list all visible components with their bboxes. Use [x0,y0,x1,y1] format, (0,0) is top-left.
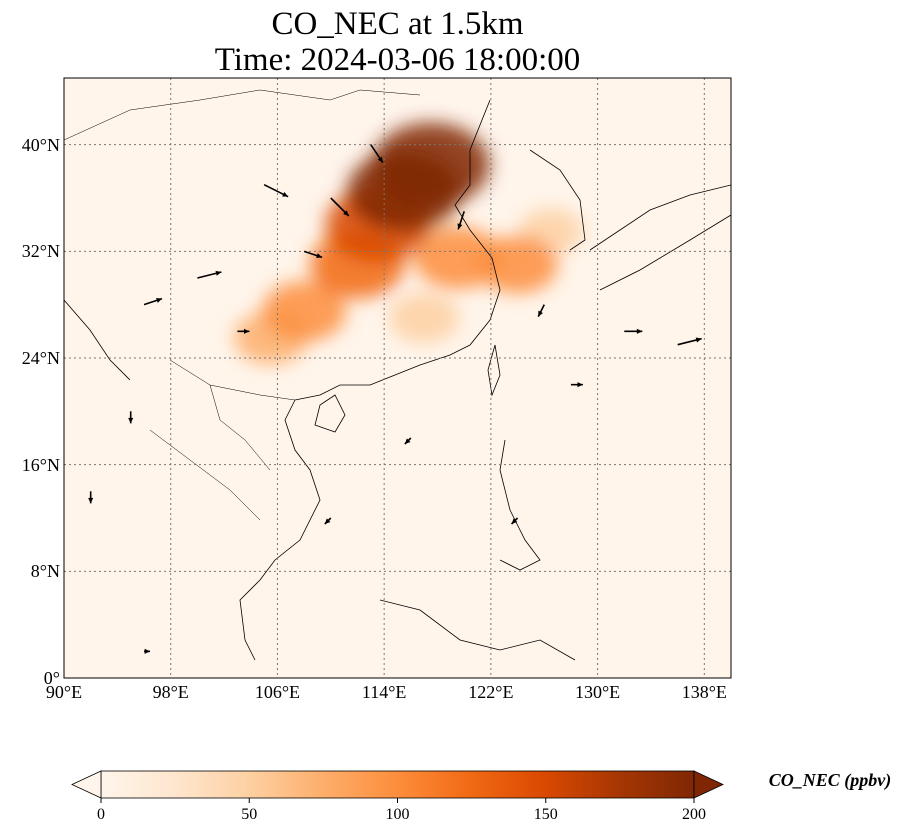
wind-arrow [263,183,289,198]
colorbar-tick-label: 200 [682,806,706,823]
lat-tick-label: 16°N [21,454,60,475]
colorbar-tick-label: 50 [241,806,258,823]
wind-arrow [370,144,384,164]
lat-tick-label: 32°N [21,241,60,262]
wind-vectors [88,144,702,654]
wind-arrow [510,517,519,525]
wind-arrow [537,304,545,318]
wind-arrow [128,411,134,424]
colorbar-tick-label: 150 [533,806,558,823]
lat-tick-label: 40°N [21,134,60,155]
wind-arrow [404,437,412,445]
map-title-line1: CO_NEC at 1.5km [271,6,524,42]
plume-blob [388,292,460,344]
colorbar-body [100,770,695,799]
wind-arrow [237,328,250,334]
colorbar-extend-max [693,770,724,799]
lon-tick-label: 138°E [681,682,727,702]
wind-arrow [324,517,332,525]
lon-tick-label: 122°E [468,682,514,702]
country-borders [64,89,421,521]
wind-arrow [330,197,350,217]
wind-arrow [143,297,163,306]
colorbar-tick-label: 0 [97,806,105,823]
lon-tick-label: 90°E [45,682,83,702]
colorbar [71,770,724,803]
wind-arrow [624,328,643,334]
wind-arrow [197,270,222,279]
lon-tick-label: 98°E [152,682,189,702]
wind-arrow [570,382,583,388]
lat-tick-label: 0° [43,668,60,688]
lon-tick-label: 114°E [361,682,407,702]
wind-arrow [88,491,94,504]
wind-arrow [677,337,702,346]
lon-tick-label: 106°E [254,682,301,702]
wind-arrow [144,648,151,654]
lon-tick-label: 130°E [574,682,621,702]
coastlines [64,99,731,661]
colorbar-tick-label: 100 [385,806,410,823]
plume-blob [262,281,347,342]
co-concentration-field [233,122,583,365]
lat-tick-label: 8°N [30,561,60,582]
plume-blob [372,122,490,207]
wind-arrow [303,250,323,259]
wind-arrow [457,211,465,230]
colorbar-extend-min [71,770,102,799]
map-frame [63,77,732,679]
map-title-line2: Time: 2024-03-06 18:00:00 [214,42,581,78]
colorbar-label: CO_NEC (ppbv) [768,770,892,790]
lat-tick-label: 24°N [21,348,60,368]
